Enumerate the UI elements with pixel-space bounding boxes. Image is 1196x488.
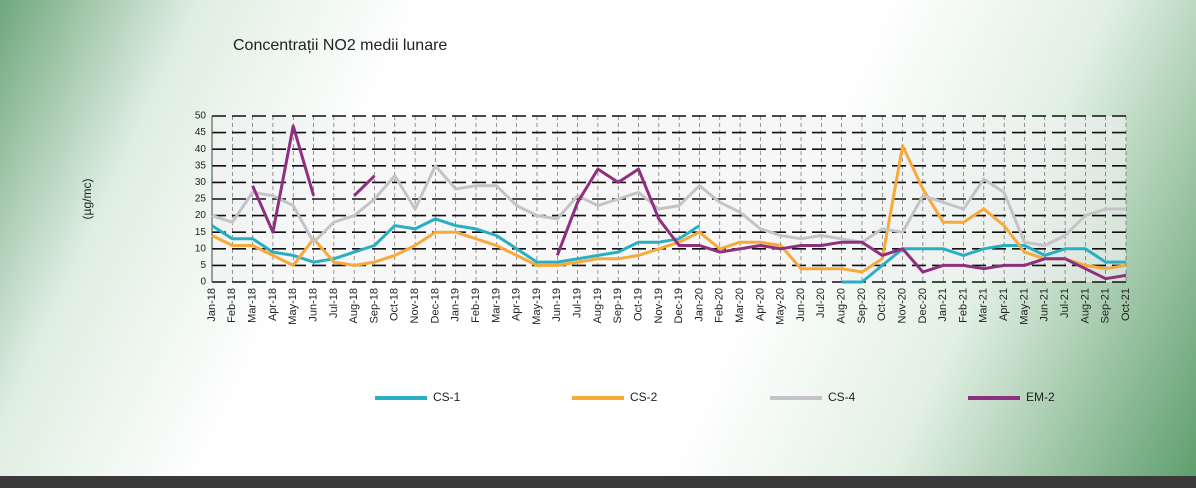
x-tick-label: Oct-20 <box>876 288 888 321</box>
x-tick-label: Dec-18 <box>429 288 441 323</box>
x-tick-label: Jan-18 <box>206 288 218 322</box>
x-tick-label: Mar-21 <box>978 288 990 323</box>
y-tick-label: 30 <box>195 177 207 188</box>
plot-area <box>212 116 1126 282</box>
x-tick-label: Dec-20 <box>917 288 929 323</box>
y-tick-label: 35 <box>195 160 207 171</box>
x-tick-label: Jul-18 <box>328 288 340 318</box>
x-tick-label: Jan-19 <box>450 288 462 322</box>
x-tick-label: Sep-18 <box>368 288 380 323</box>
x-tick-label: Oct-18 <box>389 288 401 321</box>
y-tick-label: 25 <box>195 194 207 205</box>
x-tick-label: Jul-19 <box>572 288 584 318</box>
x-tick-label: Apr-19 <box>511 288 523 321</box>
x-tick-label: Jul-20 <box>815 288 827 318</box>
x-tick-label: Oct-21 <box>1120 288 1132 321</box>
x-tick-label: Jul-21 <box>1059 288 1071 318</box>
y-tick-label: 10 <box>195 243 207 254</box>
x-tick-label: Jan-20 <box>693 288 705 322</box>
x-tick-label: Aug-18 <box>348 288 360 323</box>
x-tick-label: Mar-19 <box>490 288 502 323</box>
x-tick-label: Feb-21 <box>957 288 969 323</box>
x-tick-label: Apr-18 <box>267 288 279 321</box>
y-tick-label: 0 <box>200 277 206 288</box>
x-tick-label: Nov-18 <box>409 288 421 323</box>
x-tick-label: Feb-18 <box>226 288 238 323</box>
bottom-edge <box>0 476 1196 488</box>
x-tick-label: Aug-21 <box>1079 288 1091 323</box>
x-tick-label: Mar-20 <box>734 288 746 323</box>
x-tick-label: Sep-19 <box>612 288 624 323</box>
x-tick-label: Aug-20 <box>836 288 848 323</box>
x-tick-label: Jun-21 <box>1039 288 1051 322</box>
y-axis-label: (µg/mc) <box>80 179 94 220</box>
series-line <box>211 144 1127 274</box>
legend-label: EM-2 <box>1026 390 1055 404</box>
y-tick-label: 45 <box>195 127 207 138</box>
y-tick-label: 5 <box>200 260 206 271</box>
x-tick-label: Dec-19 <box>673 288 685 323</box>
y-tick-label: 50 <box>195 111 207 122</box>
x-tick-label: May-18 <box>287 288 299 325</box>
x-tick-label: Apr-21 <box>998 288 1010 321</box>
x-tick-label: Oct-19 <box>632 288 644 321</box>
x-tick-label: Nov-20 <box>896 288 908 323</box>
legend-label: CS-4 <box>828 390 856 404</box>
series-line <box>211 164 1126 247</box>
legend-label: CS-1 <box>433 390 461 404</box>
x-tick-label: Mar-18 <box>247 288 259 323</box>
legend-label: CS-2 <box>630 390 658 404</box>
x-tick-label: Jun-19 <box>551 288 563 322</box>
chart-title: Concentrații NO2 medii lunare <box>233 37 447 54</box>
y-tick-label: 40 <box>195 144 207 155</box>
series-line <box>251 124 1127 281</box>
x-tick-label: Jan-21 <box>937 288 949 322</box>
x-tick-label: May-21 <box>1018 288 1030 325</box>
x-tick-label: Apr-20 <box>754 288 766 321</box>
x-tick-label: Sep-20 <box>856 288 868 323</box>
x-tick-label: Nov-19 <box>653 288 665 323</box>
x-tick-label: Sep-21 <box>1100 288 1112 323</box>
x-tick-label: Feb-20 <box>714 288 726 323</box>
x-tick-label: May-19 <box>531 288 543 325</box>
y-tick-label: 20 <box>195 210 207 221</box>
x-tick-label: Feb-19 <box>470 288 482 323</box>
series-line <box>211 217 1126 284</box>
x-tick-label: May-20 <box>775 288 787 325</box>
x-tick-label: Aug-19 <box>592 288 604 323</box>
y-tick-label: 15 <box>195 227 207 238</box>
x-tick-label: Jun-20 <box>795 288 807 322</box>
x-tick-label: Jun-18 <box>307 288 319 322</box>
